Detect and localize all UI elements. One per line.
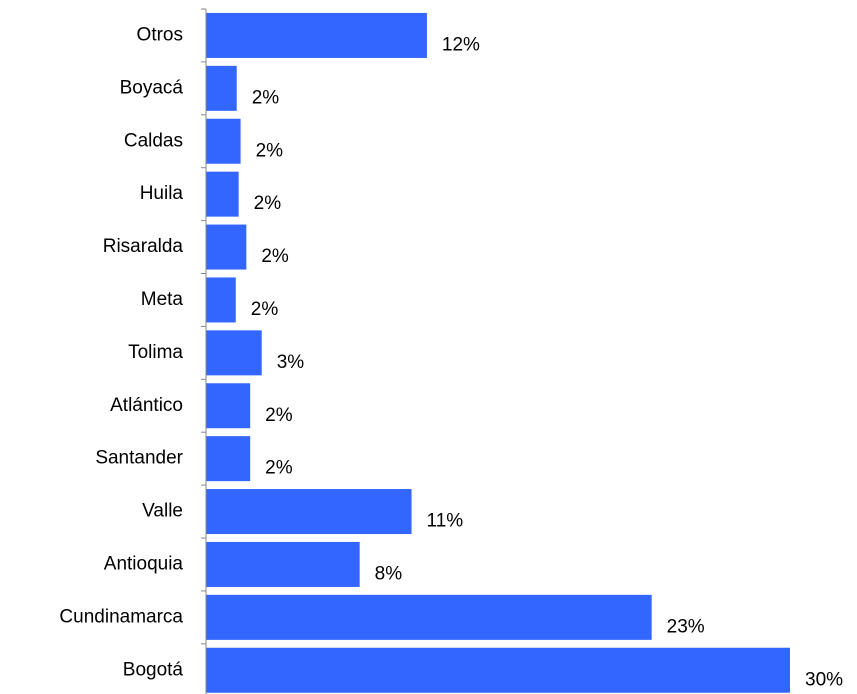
bar <box>206 383 251 429</box>
bar <box>206 65 237 111</box>
bar <box>206 277 236 323</box>
value-label: 8% <box>375 563 403 584</box>
value-label: 2% <box>251 299 279 320</box>
category-label: Cundinamarca <box>59 606 183 627</box>
value-label: 30% <box>805 669 843 690</box>
category-label: Caldas <box>124 130 183 151</box>
value-label: 12% <box>442 34 480 55</box>
value-label: 23% <box>667 616 705 637</box>
bar <box>206 436 251 482</box>
value-label: 2% <box>261 246 289 267</box>
value-label: 11% <box>427 511 464 532</box>
category-label: Santander <box>95 448 183 469</box>
bar <box>206 330 262 376</box>
category-label: Boyacá <box>120 77 184 98</box>
category-label: Risaralda <box>103 236 184 257</box>
category-label: Valle <box>142 501 183 522</box>
category-label: Meta <box>141 289 184 310</box>
value-label: 2% <box>265 458 293 479</box>
bar <box>206 647 790 693</box>
category-label: Bogotá <box>123 659 184 680</box>
value-label: 2% <box>256 140 284 161</box>
value-label: 3% <box>277 352 305 373</box>
value-label: 2% <box>254 193 282 214</box>
category-label: Antioquia <box>104 553 184 574</box>
category-label: Huila <box>140 183 184 204</box>
bar <box>206 594 652 640</box>
category-label: Otros <box>137 24 183 45</box>
bar <box>206 171 239 217</box>
category-label: Tolima <box>128 342 183 363</box>
value-label: 2% <box>252 87 280 108</box>
bar <box>206 12 427 58</box>
bar <box>206 541 360 587</box>
bar <box>206 118 241 164</box>
bar <box>206 489 412 535</box>
value-label: 2% <box>265 405 293 426</box>
category-label: Atlántico <box>110 395 183 416</box>
bar <box>206 224 247 270</box>
